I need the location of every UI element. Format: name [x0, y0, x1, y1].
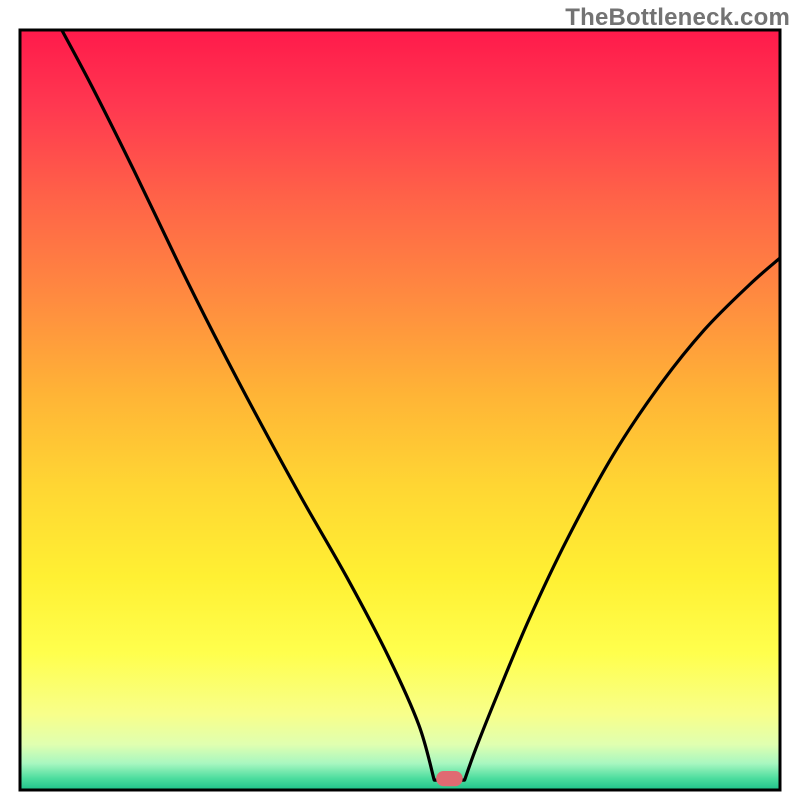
chart-stage: TheBottleneck.com [0, 0, 800, 800]
watermark-text: TheBottleneck.com [565, 4, 790, 32]
bottleneck-plot [0, 0, 800, 800]
notch-marker [436, 771, 463, 786]
gradient-background [20, 30, 780, 790]
